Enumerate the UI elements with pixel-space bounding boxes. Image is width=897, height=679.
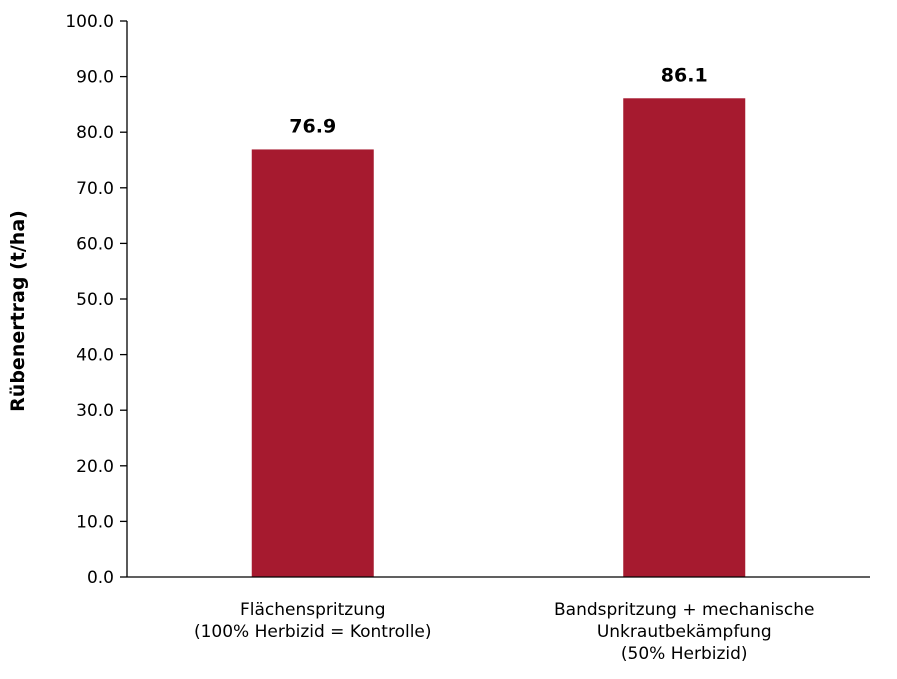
- x-category-label-line: (100% Herbizid = Kontrolle): [194, 622, 432, 642]
- data-label: 76.9: [289, 115, 336, 137]
- y-tick-label: 30.0: [76, 401, 114, 421]
- y-tick-label: 80.0: [76, 123, 114, 143]
- bars: [251, 98, 746, 577]
- y-tick-label: 10.0: [76, 512, 114, 532]
- y-tick-label: 0.0: [87, 568, 114, 588]
- y-tick-label: 90.0: [76, 68, 114, 88]
- bar: [623, 98, 746, 577]
- y-tick-label: 70.0: [76, 179, 114, 199]
- y-axis: 0.0 10.0 20.0 30.0 40.0 50.0 60.0 70.0 80.0 90.0 1…: [65, 12, 128, 588]
- x-category-label-line: Unkrautbekämpfung: [597, 622, 772, 642]
- y-tick-label: 100.0: [65, 12, 114, 32]
- x-category-label: Flächenspritzung (100% Herbizid = Kontrol…: [194, 600, 432, 642]
- bar: [251, 149, 374, 577]
- y-tick-label: 60.0: [76, 234, 114, 254]
- y-axis-title: Rübenertrag (t/ha): [7, 210, 29, 412]
- x-category-label-line: Flächenspritzung: [240, 600, 386, 620]
- y-tick-label: 50.0: [76, 290, 114, 310]
- data-labels: 76.9 86.1: [289, 64, 707, 137]
- data-label: 86.1: [661, 64, 708, 86]
- x-category-label-line: Bandspritzung + mechanische: [554, 600, 814, 620]
- x-category-label: Bandspritzung + mechanische Unkrautbekämp…: [554, 600, 814, 664]
- x-category-label-line: (50% Herbizid): [621, 644, 748, 664]
- y-tick-label: 20.0: [76, 457, 114, 477]
- y-axis-title-group: Rübenertrag (t/ha): [7, 210, 29, 412]
- x-axis: Flächenspritzung (100% Herbizid = Kontrol…: [127, 576, 870, 664]
- y-tick-label: 40.0: [76, 346, 114, 366]
